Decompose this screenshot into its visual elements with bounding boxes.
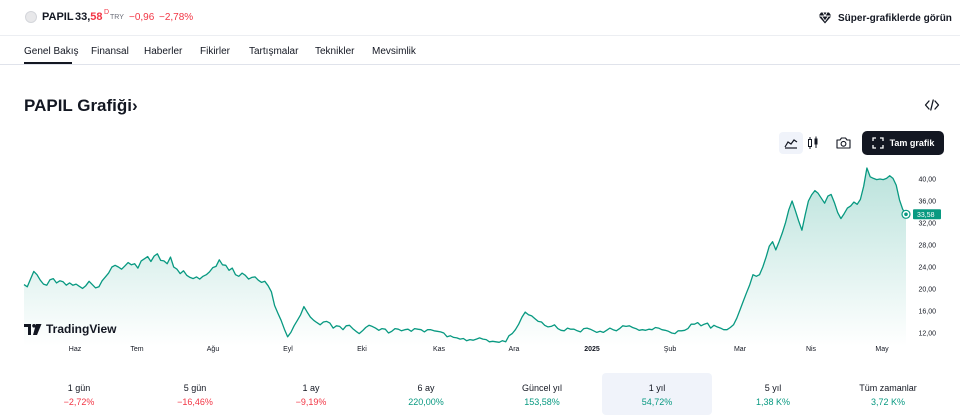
period-label: Güncel yıl — [521, 383, 563, 393]
price-currency: TRY — [110, 14, 124, 21]
price-chart[interactable]: 12,00 16,00 20,00 24,00 28,00 32,00 36,00 40,00… — [0, 160, 960, 360]
x-tick-label: Ağu — [207, 346, 220, 353]
tab-tartismalar[interactable]: Tartışmalar — [249, 46, 299, 57]
period-value: 54,72% — [641, 397, 673, 407]
chevron-right-icon: › — [132, 96, 138, 115]
x-tick-label: Ara — [509, 346, 520, 353]
price-change: −0,96 — [129, 12, 155, 23]
y-tick-label: 28,00 — [918, 243, 936, 250]
x-tick-label: May — [875, 346, 889, 353]
last-price-dot-core — [904, 212, 908, 217]
symbol-name: PAPIL — [42, 11, 74, 23]
period-6-month[interactable]: 6 ay 220,00% — [371, 373, 481, 415]
period-label: 1 yıl — [648, 383, 666, 393]
tradingview-icon — [24, 323, 42, 335]
fullscreen-icon — [871, 137, 884, 149]
candles-icon — [808, 136, 818, 149]
period-value: −2,72% — [63, 397, 95, 407]
x-tick-label: Nis — [806, 346, 817, 353]
tab-bar: Genel Bakış Finansal Haberler Fikirler T… — [0, 36, 960, 65]
chart-title: PAPIL Grafiği — [24, 96, 133, 115]
snapshot-button[interactable] — [831, 132, 855, 154]
period-label: Tüm zamanlar — [859, 383, 917, 393]
x-tick-label: Kas — [433, 346, 446, 353]
last-price-marker: 33,58 — [901, 209, 941, 220]
y-tick-label: 12,00 — [918, 331, 936, 338]
period-value: −16,46% — [177, 397, 213, 407]
tab-fikirler[interactable]: Fikirler — [200, 46, 230, 57]
period-1-month[interactable]: 1 ay −9,19% — [256, 373, 366, 415]
price-area-fill — [24, 168, 906, 346]
x-axis: Haz Tem Ağu Eyl Eki Kas Ara 2025 Şub Mar Nis May — [69, 346, 889, 353]
period-ytd[interactable]: Güncel yıl 153,58% — [487, 373, 597, 415]
diamond-icon — [818, 12, 832, 24]
x-tick-label: Şub — [664, 346, 677, 353]
y-tick-label: 20,00 — [918, 287, 936, 294]
x-tick-label: Eyl — [283, 346, 293, 353]
period-label: 5 gün — [183, 383, 207, 393]
price-line — [23, 167, 907, 343]
x-tick-label: Eki — [357, 346, 367, 353]
code-icon[interactable] — [924, 98, 940, 112]
period-label: 6 ay — [417, 383, 435, 393]
super-charts-button[interactable]: Süper-grafiklerde görün — [818, 9, 952, 27]
period-1-year[interactable]: 1 yıl 54,72% — [602, 373, 712, 415]
price-decimal: 58 — [90, 11, 103, 23]
symbol-header: PAPIL 33,58 D TRY −0,96 −2,78% Süper-gra… — [0, 0, 960, 36]
super-charts-label: Süper-grafiklerde görün — [838, 12, 952, 24]
price-integer: 33, — [75, 11, 91, 23]
tab-mevsimlik[interactable]: Mevsimlik — [372, 46, 416, 57]
tab-teknikler[interactable]: Teknikler — [315, 46, 355, 57]
tradingview-logo-text: TradingView — [46, 322, 117, 336]
y-tick-label: 40,00 — [918, 177, 936, 184]
x-tick-label: Tem — [130, 346, 143, 353]
tab-haberler[interactable]: Haberler — [144, 46, 183, 57]
period-label: 1 ay — [302, 383, 320, 393]
x-tick-label: Haz — [69, 346, 82, 353]
symbol-logo-icon — [25, 11, 37, 23]
candles-button[interactable] — [801, 132, 825, 154]
period-value: 220,00% — [408, 397, 444, 407]
period-value: 3,72 K% — [870, 397, 906, 407]
tradingview-logo[interactable]: TradingView — [24, 322, 116, 336]
full-chart-label: Tam grafik — [889, 138, 935, 148]
x-tick-label: 2025 — [584, 346, 600, 353]
chart-title-link[interactable]: PAPIL Grafiği› — [24, 96, 138, 116]
last-price-label: 33,58 — [917, 212, 935, 219]
y-tick-label: 16,00 — [918, 309, 936, 316]
area-chart-button[interactable] — [779, 132, 803, 154]
symbol-price: 33,58 — [75, 11, 103, 23]
active-tab-indicator — [24, 62, 72, 64]
period-label: 1 gün — [67, 383, 91, 393]
period-all-time[interactable]: Tüm zamanlar 3,72 K% — [833, 373, 943, 415]
period-1-day[interactable]: 1 gün −2,72% — [24, 373, 134, 415]
x-tick-label: Mar — [734, 346, 747, 353]
period-5-year[interactable]: 5 yıl 1,38 K% — [718, 373, 828, 415]
period-value: −9,19% — [295, 397, 327, 407]
last-price-label-bg — [913, 209, 941, 220]
tab-finansal[interactable]: Finansal — [91, 46, 129, 57]
period-value: 1,38 K% — [755, 397, 791, 407]
period-value: 153,58% — [524, 397, 560, 407]
period-5-day[interactable]: 5 gün −16,46% — [140, 373, 250, 415]
full-chart-button[interactable]: Tam grafik — [862, 131, 944, 155]
y-tick-label: 36,00 — [918, 199, 936, 206]
y-tick-label: 32,00 — [918, 221, 936, 228]
camera-icon — [835, 137, 851, 149]
y-axis: 12,00 16,00 20,00 24,00 28,00 32,00 36,00 40,00 — [918, 177, 936, 338]
price-delayed-flag: D — [104, 9, 110, 16]
area-chart-icon — [784, 139, 798, 149]
price-change-percent: −2,78% — [159, 12, 194, 23]
tab-genel-bakis[interactable]: Genel Bakış — [24, 46, 79, 57]
y-tick-label: 24,00 — [918, 265, 936, 272]
period-label: 5 yıl — [764, 383, 782, 393]
period-performance-row: 1 gün −2,72% 5 gün −16,46% 1 ay −9,19% 6 ay… — [0, 372, 960, 416]
